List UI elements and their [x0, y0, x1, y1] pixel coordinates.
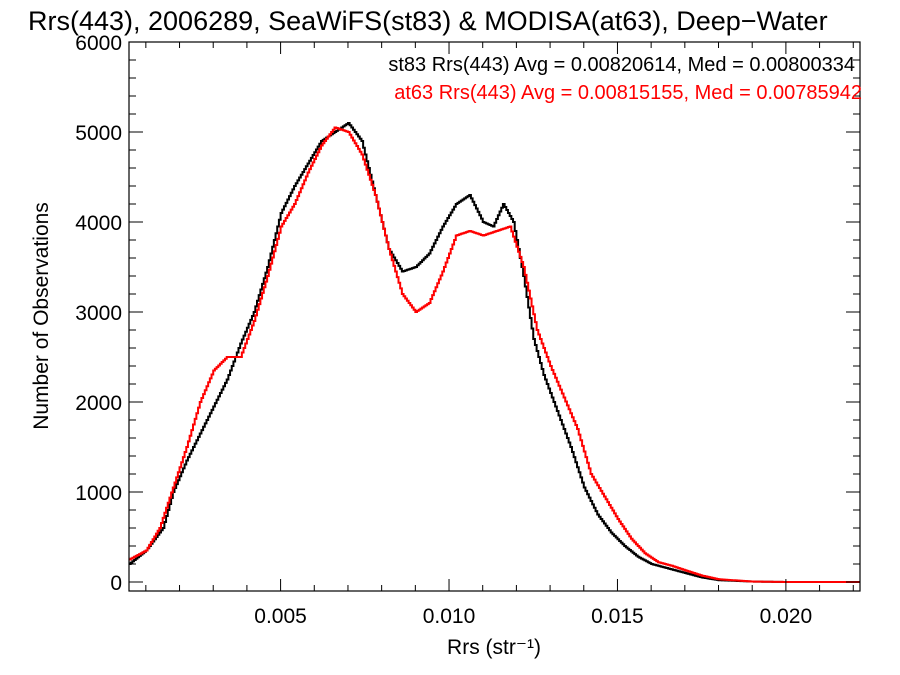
series-at63-line — [129, 126, 860, 583]
y-tick-label: 2000 — [75, 392, 122, 415]
y-tick-label: 6000 — [75, 32, 122, 55]
y-tick-label: 5000 — [75, 122, 122, 145]
x-tick-label: 0.015 — [591, 605, 644, 628]
series-st83-line — [129, 122, 860, 583]
y-tick-label: 3000 — [75, 302, 122, 325]
series-layer — [129, 122, 860, 583]
x-tick-label: 0.005 — [254, 605, 307, 628]
y-tick-label: 0 — [110, 572, 122, 595]
legend-entry-at63: at63 Rrs(443) Avg = 0.00815155, Med = 0.… — [394, 82, 862, 104]
x-tick-label: 0.010 — [423, 605, 476, 628]
chart-title: Rrs(443), 2006289, SeaWiFS(st83) & MODIS… — [28, 6, 828, 36]
ticks-layer: 0.005 0.010 0.015 0.020 0 1000 2000 3000 4000 500… — [75, 32, 860, 628]
y-axis-label: Number of Observations — [30, 202, 53, 430]
plot-frame — [128, 41, 861, 592]
legend-entry-st83: st83 Rrs(443) Avg = 0.00820614, Med = 0.… — [388, 54, 855, 76]
y-tick-label: 1000 — [75, 482, 122, 505]
x-axis-label: Rrs (str⁻¹) — [447, 636, 541, 659]
y-tick-label: 4000 — [75, 212, 122, 235]
x-tick-label: 0.020 — [760, 605, 813, 628]
